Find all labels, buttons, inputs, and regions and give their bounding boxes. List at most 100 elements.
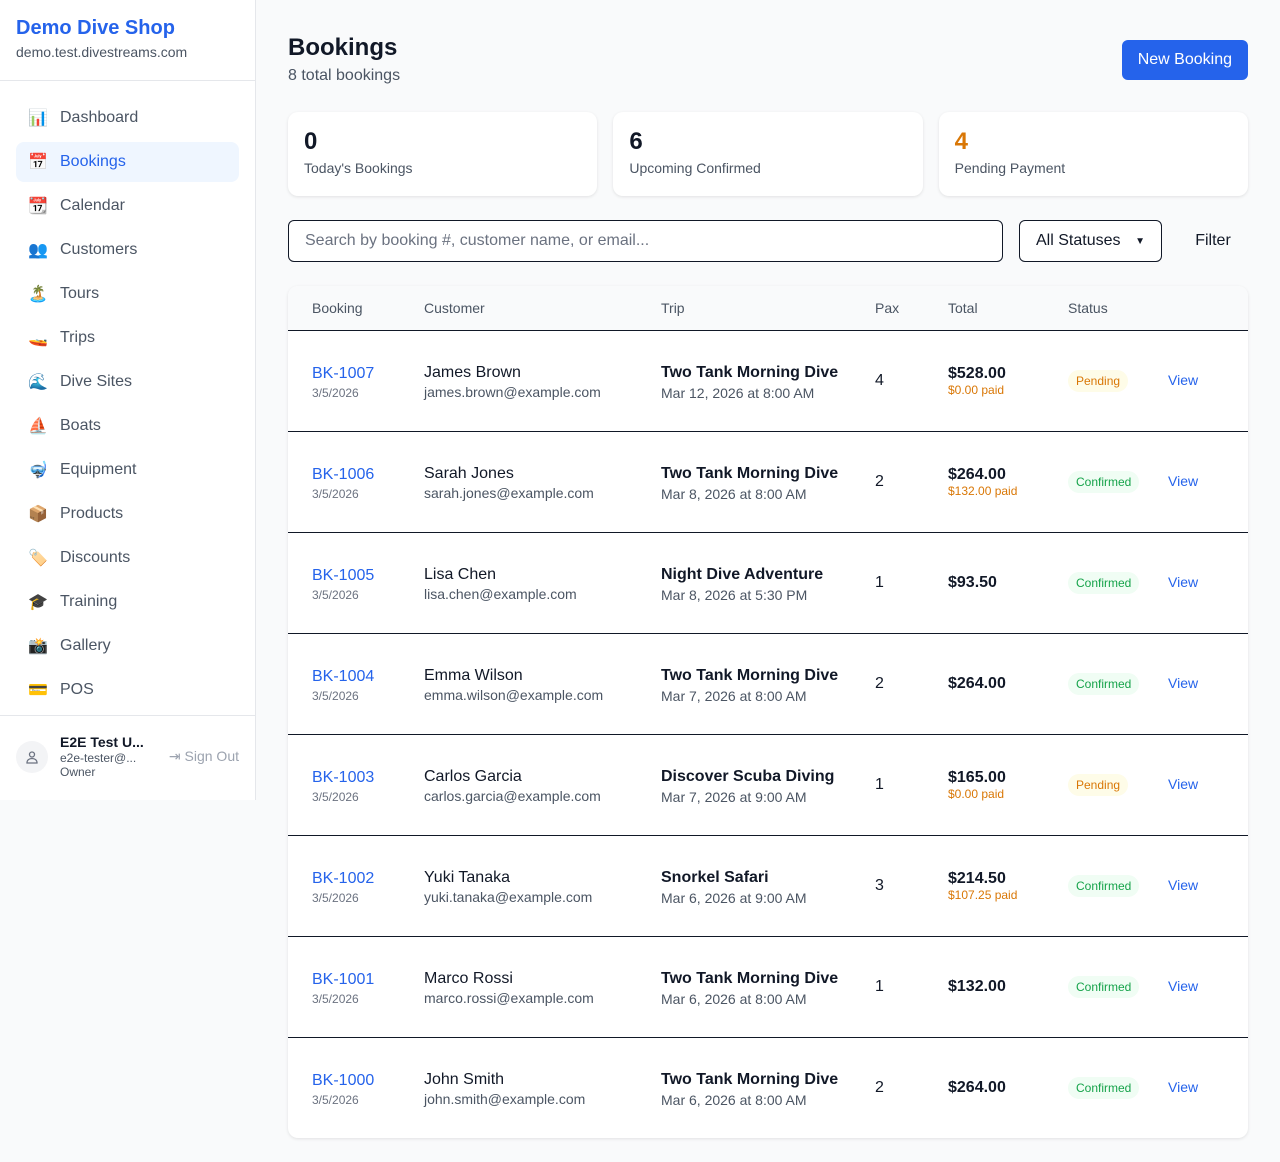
pax-count: 3 xyxy=(851,835,924,937)
paid-amount: $0.00 paid xyxy=(948,382,1005,397)
new-booking-button[interactable]: New Booking xyxy=(1121,40,1248,80)
sign-out-button[interactable]: ⇥ Sign Out xyxy=(169,748,239,765)
boats-icon: ⛵ xyxy=(28,418,48,435)
booking-id-link[interactable]: BK-1002 xyxy=(312,869,375,887)
table-row: BK-1000 3/5/2026 John Smith john.smith@exa… xyxy=(288,1037,1248,1138)
sidebar-item-trips[interactable]: 🚤 Trips xyxy=(16,318,239,358)
trip-name: Snorkel Safari xyxy=(661,868,769,886)
sidebar-item-discounts[interactable]: 🏷️ Discounts xyxy=(16,538,239,578)
sidebar-item-tours[interactable]: 🏝️ Tours xyxy=(16,274,239,314)
sidebar-item-boats[interactable]: ⛵ Boats xyxy=(16,406,239,446)
stat-today-bookings: 0 Today's Bookings xyxy=(288,112,598,196)
column-header: Total xyxy=(924,286,1044,331)
booking-date: 3/5/2026 xyxy=(312,385,359,400)
page-subtitle: 8 total bookings xyxy=(288,67,401,84)
sidebar-item-calendar[interactable]: 📆 Calendar xyxy=(16,186,239,226)
booking-date: 3/5/2026 xyxy=(312,890,359,905)
table-row: BK-1005 3/5/2026 Lisa Chen lisa.chen@examp… xyxy=(288,532,1248,634)
status-badge: Pending xyxy=(1068,369,1129,392)
customer-name: James Brown xyxy=(424,363,521,381)
trip-name: Two Tank Morning Dive xyxy=(661,1070,839,1088)
trip-date: Mar 8, 2026 at 8:00 AM xyxy=(661,485,807,502)
bookings-table: Booking Customer Trip Pax Total Status BK-100… xyxy=(288,286,1248,1138)
sidebar-item-bookings[interactable]: 📅 Bookings xyxy=(16,142,239,182)
column-header xyxy=(1144,286,1248,331)
user-email: e2e-tester@... xyxy=(60,750,137,765)
booking-id-link[interactable]: BK-1000 xyxy=(312,1071,375,1089)
sidebar-item-label: Customers xyxy=(60,241,138,258)
status-badge: Confirmed xyxy=(1068,1076,1140,1099)
customer-email: lisa.chen@example.com xyxy=(424,585,577,602)
customer-name: Carlos Garcia xyxy=(424,767,522,785)
booking-total: $528.00 xyxy=(948,364,1006,382)
shop-domain: demo.test.divestreams.com xyxy=(16,44,188,60)
chevron-down-icon: ▼ xyxy=(1135,235,1145,247)
filter-button[interactable]: Filter xyxy=(1178,220,1248,262)
table-row: BK-1004 3/5/2026 Emma Wilson emma.wilson@e… xyxy=(288,633,1248,735)
sidebar-item-label: Calendar xyxy=(60,197,125,214)
booking-id-link[interactable]: BK-1006 xyxy=(312,465,375,483)
sidebar-item-dive-sites[interactable]: 🌊 Dive Sites xyxy=(16,362,239,402)
sidebar-item-pos[interactable]: 💳 POS xyxy=(16,670,239,710)
sidebar-item-label: Discounts xyxy=(60,549,131,566)
view-link[interactable]: View xyxy=(1168,371,1199,388)
status-badge: Confirmed xyxy=(1068,470,1140,493)
view-link[interactable]: View xyxy=(1168,977,1199,994)
pax-count: 2 xyxy=(875,1078,884,1096)
view-link[interactable]: View xyxy=(1168,472,1199,489)
customers-icon: 👥 xyxy=(28,242,48,259)
view-link[interactable]: View xyxy=(1168,573,1199,590)
sidebar-item-gallery[interactable]: 📸 Gallery xyxy=(16,626,239,666)
sidebar-item-products[interactable]: 📦 Products xyxy=(16,494,239,534)
table-row: BK-1007 3/5/2026 James Brown james.brown@e… xyxy=(288,330,1248,432)
sidebar: Demo Dive Shop demo.test.divestreams.com… xyxy=(0,0,256,800)
user-avatar-icon xyxy=(16,740,48,773)
column-header: Booking xyxy=(288,286,400,331)
customer-name: John Smith xyxy=(424,1070,505,1088)
status-select[interactable]: All Statuses ▼ xyxy=(1019,220,1162,262)
booking-total: $264.00 xyxy=(948,674,1006,692)
customer-email: emma.wilson@example.com xyxy=(424,686,604,703)
sidebar-item-customers[interactable]: 👥 Customers xyxy=(16,230,239,270)
stats-row: 0 Today's Bookings 6 Upcoming Confirmed 4 P… xyxy=(288,112,1248,196)
column-header: Customer xyxy=(400,286,637,331)
booking-id-link[interactable]: BK-1003 xyxy=(312,768,375,786)
sidebar-item-training[interactable]: 🎓 Training xyxy=(16,582,239,622)
trip-date: Mar 6, 2026 at 9:00 AM xyxy=(661,889,807,906)
sidebar-item-label: Boats xyxy=(60,417,101,434)
products-icon: 📦 xyxy=(28,506,48,523)
trip-name: Two Tank Morning Dive xyxy=(661,363,839,381)
paid-amount: $0.00 paid xyxy=(948,786,1005,801)
page-title: Bookings xyxy=(288,34,398,61)
table-row: BK-1006 3/5/2026 Sarah Jones sarah.jones@e… xyxy=(288,431,1248,533)
trip-date: Mar 8, 2026 at 5:30 PM xyxy=(661,586,808,603)
customer-email: marco.rossi@example.com xyxy=(424,989,594,1006)
view-link[interactable]: View xyxy=(1168,1078,1199,1095)
column-header: Status xyxy=(1044,286,1144,331)
column-header: Trip xyxy=(637,286,851,331)
status-select-value: All Statuses xyxy=(1036,232,1121,249)
booking-date: 3/5/2026 xyxy=(312,486,359,501)
discounts-icon: 🏷️ xyxy=(28,550,48,567)
training-icon: 🎓 xyxy=(28,594,48,611)
booking-id-link[interactable]: BK-1007 xyxy=(312,364,375,382)
trip-date: Mar 12, 2026 at 8:00 AM xyxy=(661,384,815,401)
search-input[interactable] xyxy=(288,220,1003,262)
booking-id-link[interactable]: BK-1005 xyxy=(312,566,375,584)
stat-value: 0 xyxy=(304,128,318,155)
trip-name: Discover Scuba Diving xyxy=(661,767,835,785)
sidebar-item-label: Products xyxy=(60,505,124,522)
user-role: Owner xyxy=(60,765,96,780)
sidebar-item-dashboard[interactable]: 📊 Dashboard xyxy=(16,98,239,138)
sign-out-icon: ⇥ xyxy=(168,748,181,765)
customer-name: Sarah Jones xyxy=(424,464,514,482)
view-link[interactable]: View xyxy=(1168,775,1199,792)
shop-name[interactable]: Demo Dive Shop xyxy=(16,17,175,39)
booking-id-link[interactable]: BK-1001 xyxy=(312,970,375,988)
status-badge: Confirmed xyxy=(1068,975,1140,998)
sidebar-item-label: Trips xyxy=(60,329,95,346)
sidebar-item-equipment[interactable]: 🤿 Equipment xyxy=(16,450,239,490)
view-link[interactable]: View xyxy=(1168,876,1199,893)
booking-id-link[interactable]: BK-1004 xyxy=(312,667,375,685)
view-link[interactable]: View xyxy=(1168,674,1199,691)
